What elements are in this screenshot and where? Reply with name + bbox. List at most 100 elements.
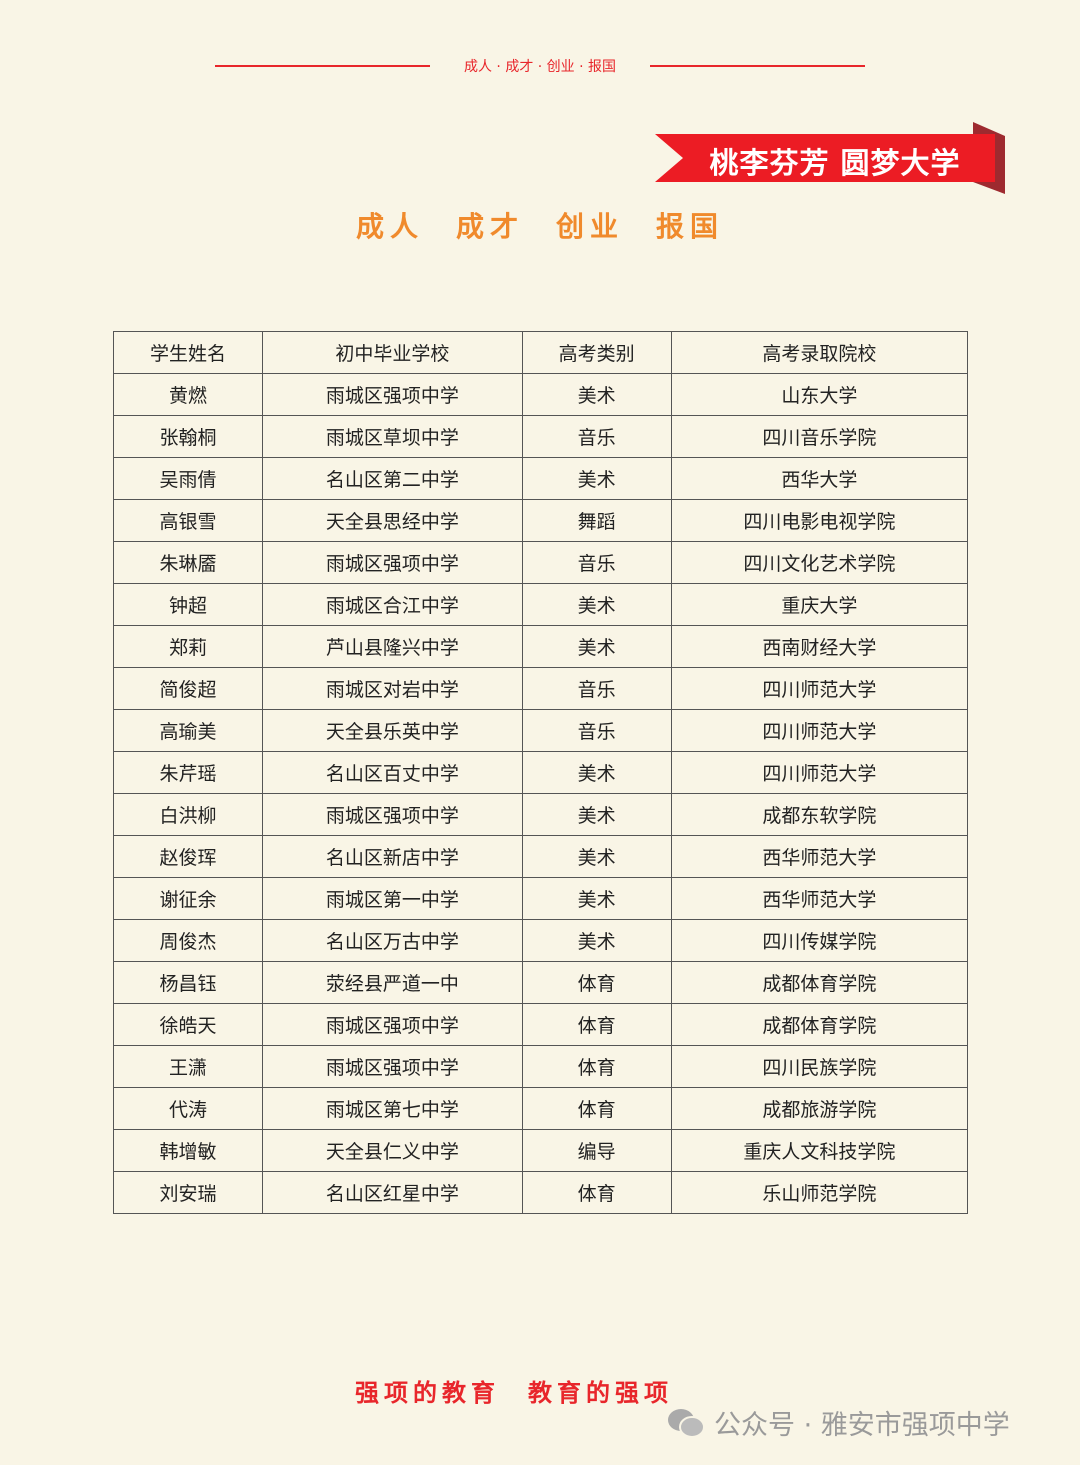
cell-school: 雨城区第一中学	[262, 877, 523, 920]
cell-school: 雨城区强项中学	[262, 541, 523, 584]
table-row: 谢征余 雨城区第一中学 美术 西华师范大学	[112, 877, 969, 920]
footer-slogan-part: 强项的教育	[355, 1379, 500, 1407]
admissions-table: 学生姓名 初中毕业学校 高考类别 高考录取院校 黄燃 雨城区强项中学 美术 山东大学张…	[112, 331, 969, 1214]
watermark: 公众号 · 雅安市强项中学	[666, 1403, 1010, 1442]
top-rule-left	[215, 65, 430, 67]
cell-university: 重庆人文科技学院	[670, 1129, 969, 1172]
cell-school: 雨城区强项中学	[262, 1045, 523, 1088]
cell-school: 芦山县隆兴中学	[262, 625, 523, 668]
cell-category: 音乐	[521, 415, 672, 458]
table-row: 吴雨倩 名山区第二中学 美术 西华大学	[112, 457, 969, 500]
table-header-row: 学生姓名 初中毕业学校 高考类别 高考录取院校	[112, 331, 969, 374]
cell-name: 简俊超	[112, 667, 264, 710]
cell-school: 天全县乐英中学	[262, 709, 523, 752]
slogan: 成人 成才 创业 报国	[0, 205, 1080, 245]
table-row: 朱芹瑶 名山区百丈中学 美术 四川师范大学	[112, 751, 969, 794]
cell-category: 音乐	[521, 709, 672, 752]
cell-category: 美术	[521, 919, 672, 962]
cell-school: 名山区万古中学	[262, 919, 523, 962]
cell-category: 美术	[521, 583, 672, 626]
table-row: 朱琳靥 雨城区强项中学 音乐 四川文化艺术学院	[112, 541, 969, 584]
table-row: 钟超 雨城区合江中学 美术 重庆大学	[112, 583, 969, 626]
table-row: 黄燃 雨城区强项中学 美术 山东大学	[112, 373, 969, 416]
cell-category: 舞蹈	[521, 499, 672, 542]
cell-name: 杨昌钰	[112, 961, 264, 1004]
cell-category: 美术	[521, 877, 672, 920]
cell-school: 雨城区草坝中学	[262, 415, 523, 458]
table-row: 周俊杰 名山区万古中学 美术 四川传媒学院	[112, 919, 969, 962]
table-row: 高银雪 天全县思经中学 舞蹈 四川电影电视学院	[112, 499, 969, 542]
cell-name: 吴雨倩	[112, 457, 264, 500]
cell-university: 山东大学	[670, 373, 969, 416]
cell-name: 代涛	[112, 1087, 264, 1130]
cell-category: 音乐	[521, 541, 672, 584]
cell-name: 谢征余	[112, 877, 264, 920]
table-row: 王潇 雨城区强项中学 体育 四川民族学院	[112, 1045, 969, 1088]
motto-small: 成人 · 成才 · 创业 · 报国	[463, 59, 617, 75]
wechat-icon	[668, 1408, 705, 1438]
cell-category: 美术	[521, 457, 672, 500]
ribbon-banner: 桃李芬芳 圆梦大学	[655, 122, 1005, 194]
table-row: 刘安瑞 名山区红星中学 体育 乐山师范学院	[112, 1171, 969, 1214]
cell-university: 成都东软学院	[670, 793, 969, 836]
cell-name: 白洪柳	[112, 793, 264, 836]
cell-school: 名山区新店中学	[262, 835, 523, 878]
cell-name: 周俊杰	[112, 919, 264, 962]
cell-school: 雨城区合江中学	[262, 583, 523, 626]
cell-category: 音乐	[521, 667, 672, 710]
table-row: 郑莉 芦山县隆兴中学 美术 西南财经大学	[112, 625, 969, 668]
cell-university: 四川电影电视学院	[670, 499, 969, 542]
cell-school: 名山区第二中学	[262, 457, 523, 500]
cell-university: 西华师范大学	[670, 877, 969, 920]
cell-university: 四川师范大学	[670, 751, 969, 794]
header-name: 学生姓名	[112, 331, 264, 374]
cell-category: 体育	[521, 1087, 672, 1130]
cell-name: 刘安瑞	[112, 1171, 264, 1214]
cell-university: 西华大学	[670, 457, 969, 500]
cell-university: 四川民族学院	[670, 1045, 969, 1088]
table-row: 徐皓天 雨城区强项中学 体育 成都体育学院	[112, 1003, 969, 1046]
cell-name: 黄燃	[112, 373, 264, 416]
table-row: 杨昌钰 荥经县严道一中 体育 成都体育学院	[112, 961, 969, 1004]
cell-category: 编导	[521, 1129, 672, 1172]
watermark-text: 公众号 · 雅安市强项中学	[714, 1410, 1010, 1441]
cell-university: 四川师范大学	[670, 709, 969, 752]
cell-category: 美术	[521, 793, 672, 836]
header-school: 初中毕业学校	[262, 331, 523, 374]
cell-university: 成都旅游学院	[670, 1087, 969, 1130]
cell-school: 天全县思经中学	[262, 499, 523, 542]
cell-name: 张翰桐	[112, 415, 264, 458]
header-category: 高考类别	[521, 331, 672, 374]
cell-name: 朱芹瑶	[112, 751, 264, 794]
banner-title: 桃李芬芳 圆梦大学	[709, 146, 961, 180]
cell-category: 美术	[521, 751, 672, 794]
cell-name: 高银雪	[112, 499, 264, 542]
cell-school: 雨城区强项中学	[262, 373, 523, 416]
cell-school: 天全县仁义中学	[262, 1129, 523, 1172]
cell-name: 徐皓天	[112, 1003, 264, 1046]
cell-university: 四川师范大学	[670, 667, 969, 710]
cell-category: 体育	[521, 961, 672, 1004]
cell-university: 成都体育学院	[670, 961, 969, 1004]
cell-category: 美术	[521, 835, 672, 878]
cell-name: 赵俊珲	[112, 835, 264, 878]
slogan-word: 成才	[455, 210, 524, 243]
ribbon-shape	[655, 122, 1005, 194]
cell-category: 体育	[521, 1045, 672, 1088]
cell-category: 美术	[521, 373, 672, 416]
cell-name: 韩增敏	[112, 1129, 264, 1172]
cell-category: 美术	[521, 625, 672, 668]
cell-name: 钟超	[112, 583, 264, 626]
cell-university: 四川传媒学院	[670, 919, 969, 962]
cell-school: 名山区红星中学	[262, 1171, 523, 1214]
cell-university: 乐山师范学院	[670, 1171, 969, 1214]
cell-school: 雨城区第七中学	[262, 1087, 523, 1130]
header-university: 高考录取院校	[670, 331, 969, 374]
cell-name: 王潇	[112, 1045, 264, 1088]
slogan-word: 报国	[656, 210, 725, 243]
footer-slogan: 强项的教育 教育的强项	[355, 1373, 701, 1408]
cell-category: 体育	[521, 1171, 672, 1214]
slogan-word: 成人	[355, 210, 424, 243]
cell-school: 荥经县严道一中	[262, 961, 523, 1004]
footer-slogan-part: 教育的强项	[528, 1379, 673, 1407]
